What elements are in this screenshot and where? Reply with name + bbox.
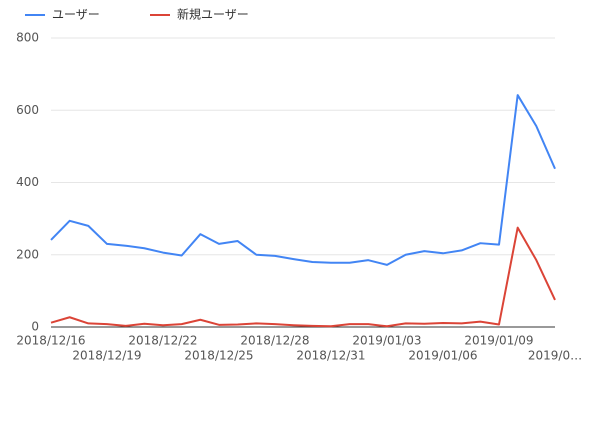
x-tick-label: 2018/12/31 xyxy=(296,349,365,363)
x-tick-label: 2018/12/28 xyxy=(240,334,309,348)
x-tick-label: 2018/12/19 xyxy=(72,349,141,363)
legend: ユーザー 新規ユーザー xyxy=(25,7,249,22)
y-tick-label: 0 xyxy=(31,320,39,334)
x-tick-label: 2018/12/25 xyxy=(184,349,253,363)
x-tick-label: 2018/12/16 xyxy=(16,334,85,348)
series-line xyxy=(50,94,556,266)
y-tick-label: 600 xyxy=(16,103,39,117)
y-tick-label: 400 xyxy=(16,175,39,189)
x-tick-label: 2019/0… xyxy=(528,349,582,363)
x-tick-label: 2019/01/09 xyxy=(464,334,533,348)
y-tick-label: 200 xyxy=(16,247,39,261)
y-tick-label: 800 xyxy=(16,31,39,45)
series-line xyxy=(50,226,556,328)
legend-label: ユーザー xyxy=(52,8,100,22)
x-tick-label: 2018/12/22 xyxy=(128,334,197,348)
x-tick-label: 2019/01/03 xyxy=(352,334,421,348)
legend-label: 新規ユーザー xyxy=(177,7,249,22)
x-tick-label: 2019/01/06 xyxy=(408,349,477,363)
